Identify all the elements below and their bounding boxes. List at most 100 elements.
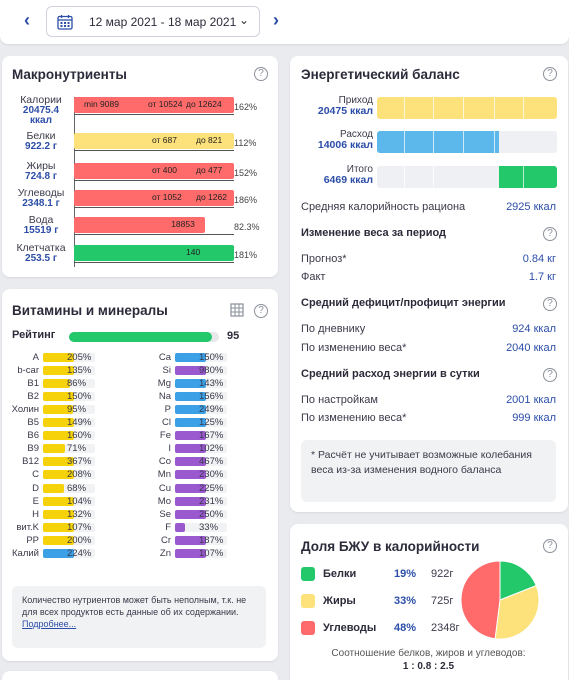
energy-bar-divider	[494, 131, 495, 153]
energy-label: Приход 20475 ккал	[317, 95, 373, 117]
macro-name: Клетчатка 253.5 г	[12, 243, 70, 264]
bzu-name: Белки	[323, 568, 357, 580]
energy-bar-divider	[404, 97, 405, 119]
vitamin-bar	[43, 353, 95, 362]
bzu-grams: 2348г	[431, 622, 460, 634]
vitamin-percent: 367%	[67, 456, 92, 468]
more-link[interactable]: Подробнее...	[22, 619, 77, 629]
vitamin-bar	[43, 483, 95, 493]
vitamins-help-icon[interactable]: ?	[254, 304, 268, 318]
macro-row: Клетчатка 253.5 г 140 181%	[12, 243, 270, 271]
macro-marker: min 9089	[84, 99, 119, 109]
vitamin-row: B5 149%	[5, 417, 115, 428]
vitamins-note: Количество нутриентов может быть неполны…	[12, 586, 266, 648]
energy-bar-divider	[463, 97, 465, 119]
vitamin-bar-fill	[175, 496, 207, 506]
macro-name: Вода 15519 г	[12, 215, 70, 236]
daily-spend-title: Средний расход энергии в сутки	[301, 368, 480, 380]
vitamin-bar	[175, 418, 227, 428]
vitamin-row: PP 200%	[5, 535, 115, 546]
next-period-button[interactable]: ›	[273, 10, 279, 30]
grid-icon[interactable]	[230, 303, 244, 317]
energy-bar-divider	[404, 131, 405, 153]
vitamin-bar-fill	[43, 392, 75, 402]
vitamin-bar	[175, 379, 227, 389]
bzu-swatch	[301, 621, 315, 635]
vitamin-bar-fill	[175, 392, 207, 402]
spend-help-icon[interactable]: ?	[543, 368, 557, 382]
vitamin-bar-fill	[175, 444, 207, 454]
vitamin-row: B1 86%	[5, 378, 115, 389]
vitamin-bar	[175, 535, 227, 545]
vitamin-percent: 224%	[67, 547, 92, 559]
vitamin-row: D 68%	[5, 483, 115, 494]
macro-percent: 82.3%	[234, 222, 260, 232]
vitamin-row: C 208%	[5, 469, 115, 480]
vitamin-name: Si	[162, 365, 171, 377]
vitamin-percent: 208%	[67, 469, 92, 481]
bzu-swatch	[301, 594, 315, 608]
vitamin-name: Co	[158, 456, 171, 468]
vitamin-row: B12 367%	[5, 456, 115, 467]
bzu-help-icon[interactable]: ?	[543, 539, 557, 553]
vitamin-percent: 467%	[199, 456, 224, 468]
pie-slice	[499, 560, 537, 601]
prev-period-button[interactable]: ‹	[24, 10, 30, 30]
bzu-pie-chart	[460, 560, 540, 640]
date-range-select[interactable]: 12 мар 2021 - 18 мар 2021 ⌄	[46, 6, 260, 37]
weight-help-icon[interactable]: ?	[543, 227, 557, 241]
bzu-legend-row: Углеводы 48% 2348г	[301, 620, 461, 638]
vitamin-row: Ca 150%	[137, 352, 247, 363]
deficit-help-icon[interactable]: ?	[543, 297, 557, 311]
vitamin-row: Zn 107%	[137, 548, 247, 559]
vitamin-bar	[175, 522, 227, 532]
vitamin-name: F	[165, 521, 171, 533]
macro-name: Жиры 724.8 г	[12, 161, 70, 182]
vitamin-name: D	[32, 482, 39, 494]
vitamin-bar	[175, 392, 227, 402]
macro-baseline	[74, 234, 234, 235]
energy-help-icon[interactable]: ?	[543, 67, 557, 81]
vitamin-bar	[175, 366, 227, 376]
vitamin-name: Fe	[159, 430, 171, 442]
weight-change-title: Изменение веса за период	[301, 227, 447, 239]
vitamin-name: Mo	[157, 495, 171, 507]
macro-row: Жиры 724.8 г от 400 до 477 152%	[12, 161, 270, 189]
vitamin-row: Se 250%	[137, 509, 247, 520]
vitamin-bar	[43, 392, 95, 402]
energy-bar-divider	[522, 97, 524, 119]
vitamin-bar-fill	[175, 418, 207, 428]
vitamin-percent: 200%	[67, 534, 92, 546]
bzu-percent: 48%	[394, 622, 417, 634]
energy-value: 20475 ккал	[317, 105, 373, 117]
vitamin-name: H	[32, 508, 39, 520]
macro-bar: 18853	[74, 217, 206, 233]
energy-balance-title: Энергетический баланс	[301, 67, 460, 82]
avg-calorie-label: Средняя калорийность рациона	[301, 201, 466, 213]
vitamin-bar	[43, 366, 95, 376]
vitamin-bar-fill	[43, 405, 73, 415]
vitamin-name: вит.K	[16, 521, 39, 533]
energy-bar-divider	[522, 166, 524, 188]
vitamin-bar-fill	[43, 509, 75, 519]
vitamin-percent: 86%	[67, 378, 87, 390]
energy-bar-fill	[377, 97, 557, 119]
vitamin-name: Cr	[160, 534, 171, 546]
bzu-name: Углеводы	[323, 622, 377, 634]
vitamin-percent: 107%	[67, 521, 92, 533]
vitamin-row: I 102%	[137, 443, 247, 454]
vitamin-bar	[43, 457, 95, 467]
vitamin-percent: 230%	[199, 469, 224, 481]
macro-value: 253.5 г	[25, 253, 57, 264]
fact-row: Факт 1.7 кг	[301, 271, 556, 283]
macro-name: Белки 922.2 г	[12, 131, 70, 152]
vitamin-bar-fill	[175, 457, 207, 467]
vitamin-bar-fill	[175, 548, 207, 558]
vitamin-percent: 187%	[199, 534, 224, 546]
vitamin-row: A 205%	[5, 352, 115, 363]
by-diary-row: По дневнику 924 ккал	[301, 323, 556, 335]
vitamin-row: Co 467%	[137, 456, 247, 467]
vitamin-bar-fill	[43, 379, 70, 389]
energy-bar	[377, 97, 557, 119]
macronutrients-help-icon[interactable]: ?	[254, 67, 268, 81]
